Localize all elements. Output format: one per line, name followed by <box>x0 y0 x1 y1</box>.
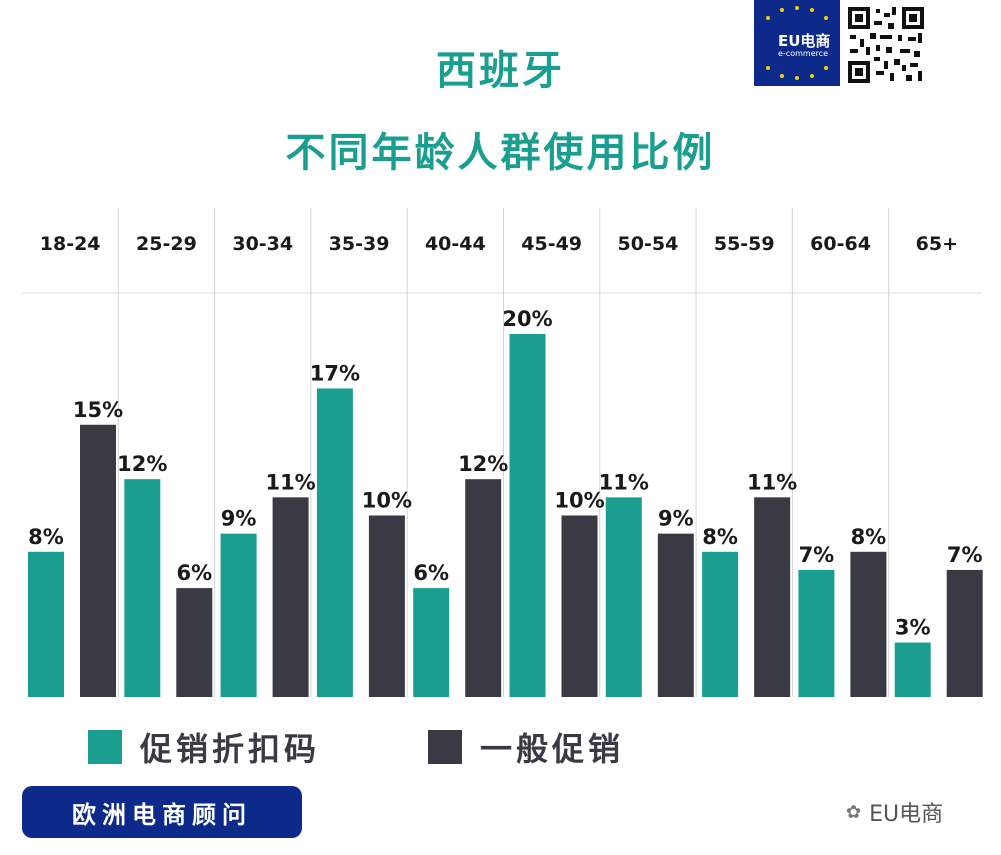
watermark: ✿ EU电商 <box>846 796 943 828</box>
bar <box>850 551 887 697</box>
bar <box>798 569 835 697</box>
bar <box>605 497 642 697</box>
data-label: 10% <box>554 489 604 513</box>
data-label: 9% <box>658 507 694 531</box>
brand-logo: EU电商 e-commerce <box>754 0 840 86</box>
legend-swatch-dark <box>428 730 462 764</box>
bar <box>754 497 791 697</box>
data-label: 8% <box>851 525 887 549</box>
bar <box>28 551 64 697</box>
bar <box>657 533 694 697</box>
data-label: 17% <box>310 361 360 385</box>
legend-item-discount-code: 促销折扣码 <box>88 724 320 770</box>
category-label: 40-44 <box>425 233 486 255</box>
bar <box>80 424 116 697</box>
chart-title: 西班牙 <box>436 48 565 94</box>
legend-item-general-promo: 一般促销 <box>428 724 624 770</box>
data-label: 8% <box>28 525 64 549</box>
data-label: 11% <box>599 470 649 494</box>
data-label: 8% <box>702 525 738 549</box>
category-label: 18-24 <box>40 233 101 255</box>
bar <box>316 388 353 697</box>
data-label: 20% <box>502 307 552 331</box>
data-label: 6% <box>413 561 449 585</box>
data-label: 11% <box>747 470 797 494</box>
category-label: 55-59 <box>714 233 775 255</box>
data-label: 3% <box>895 616 931 640</box>
data-label: 6% <box>176 561 212 585</box>
wechat-icon: ✿ <box>846 801 862 823</box>
data-label: 7% <box>947 543 983 567</box>
bar <box>894 642 931 697</box>
watermark-text: EU电商 <box>869 802 944 827</box>
bar <box>561 515 598 697</box>
bar <box>124 479 161 697</box>
legend-label: 促销折扣码 <box>140 730 321 768</box>
logo-subtext: e-commerce <box>778 49 829 58</box>
category-label: 65+ <box>916 233 958 255</box>
data-label: 9% <box>221 507 257 531</box>
footer-badge: 欧洲电商顾问 <box>22 786 302 838</box>
category-label: 35-39 <box>329 233 390 255</box>
data-label: 12% <box>458 452 508 476</box>
category-label: 50-54 <box>618 233 679 255</box>
category-label: 30-34 <box>232 233 293 255</box>
data-label: 10% <box>362 489 412 513</box>
bar <box>946 569 983 697</box>
logo-text: EU电商 <box>778 32 831 50</box>
bar <box>702 551 739 697</box>
legend-swatch-teal <box>88 730 122 764</box>
legend-label: 一般促销 <box>480 730 625 768</box>
data-label: 15% <box>73 398 123 422</box>
data-label: 11% <box>265 470 315 494</box>
category-label: 45-49 <box>521 233 582 255</box>
data-label: 12% <box>117 452 167 476</box>
bar <box>272 497 309 697</box>
bar <box>176 588 213 697</box>
bar <box>465 479 502 697</box>
bar <box>413 588 450 697</box>
eu-stars-icon <box>766 6 828 80</box>
data-label: 7% <box>799 543 835 567</box>
bar <box>509 334 546 697</box>
bar <box>368 515 405 697</box>
category-label: 25-29 <box>136 233 197 255</box>
chart-subtitle: 不同年龄人群使用比例 <box>285 130 716 176</box>
category-label: 60-64 <box>810 233 871 255</box>
bar <box>220 533 257 697</box>
qr-code-icon <box>846 5 926 85</box>
